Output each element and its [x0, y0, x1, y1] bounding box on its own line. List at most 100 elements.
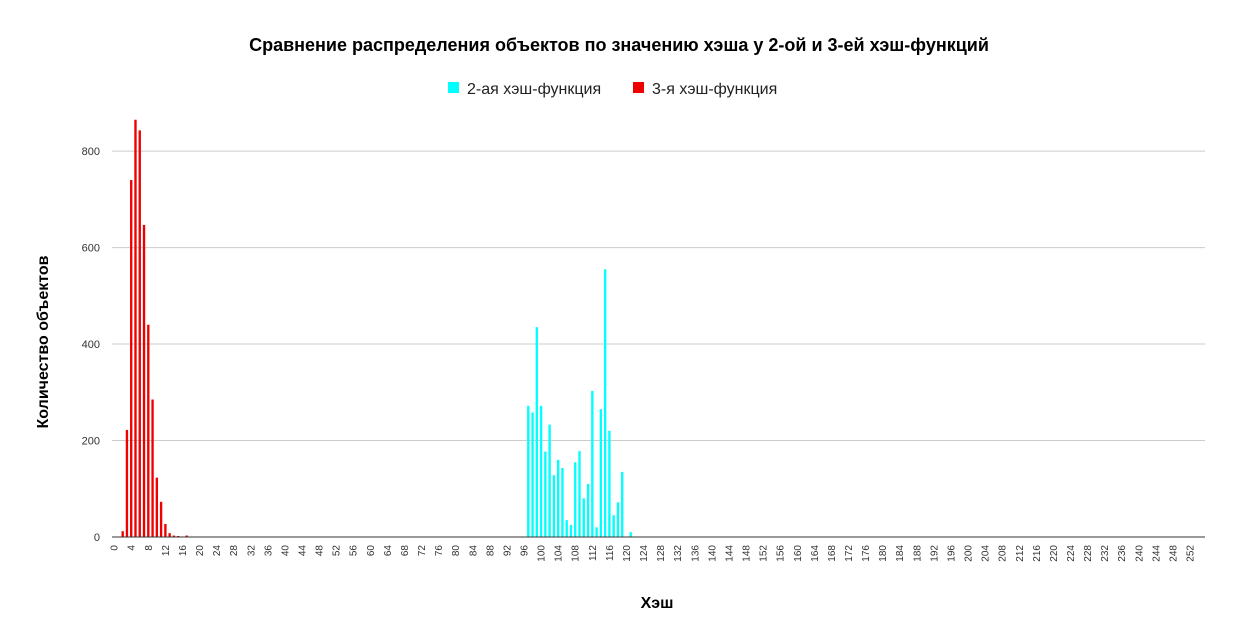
bar-series-2	[569, 524, 573, 537]
x-tick-label: 0	[110, 545, 121, 551]
x-tick-label: 104	[554, 545, 565, 562]
legend: 2-ая хэш-функция 3-я хэш-функция	[448, 81, 777, 98]
bar-series-2	[616, 502, 620, 537]
bar-series-3	[155, 477, 159, 537]
bar-series-3	[185, 535, 188, 537]
x-tick-label: 160	[793, 545, 804, 562]
bar-series-2	[629, 532, 632, 537]
x-tick-label: 40	[280, 545, 291, 557]
x-tick-label: 64	[383, 545, 394, 557]
bar-series-2	[556, 459, 560, 537]
x-tick-label: 28	[229, 545, 240, 557]
bar-series-2	[531, 412, 534, 537]
x-tick-label: 224	[1066, 545, 1077, 562]
bar-series-3	[147, 324, 150, 537]
x-tick-label: 116	[605, 545, 616, 561]
x-tick-label: 68	[400, 545, 411, 557]
x-tick-label: 92	[502, 545, 513, 557]
x-tick-label: 20	[195, 545, 206, 557]
y-tick-label: 400	[82, 339, 100, 351]
x-tick-label: 100	[537, 545, 548, 562]
x-tick-label: 44	[297, 545, 308, 557]
bar-series-2	[535, 327, 538, 537]
x-tick-label: 216	[1032, 545, 1043, 562]
bar-series-2	[565, 520, 568, 537]
y-axis-title: Количество объектов	[35, 255, 52, 428]
x-tick-label: 12	[161, 545, 172, 557]
x-tick-label: 108	[571, 545, 582, 562]
x-tick-label: 80	[451, 545, 462, 557]
y-tick-label: 200	[82, 436, 100, 448]
x-tick-label: 232	[1100, 545, 1111, 562]
x-tick-label: 120	[622, 545, 633, 562]
x-tick-label: 196	[946, 545, 957, 562]
bar-series-2	[548, 424, 551, 537]
x-tick-label: 208	[998, 545, 1009, 562]
x-tick-label: 76	[434, 545, 445, 557]
x-tick-label: 200	[964, 545, 975, 562]
x-tick-label: 88	[485, 545, 496, 557]
bar-series-2	[603, 269, 607, 537]
legend-label-series-3: 3-я хэш-функция	[652, 81, 777, 98]
x-tick-label: 84	[468, 545, 479, 557]
x-tick-label: 236	[1117, 545, 1128, 562]
x-tick-label: 204	[981, 545, 992, 562]
x-tick-label: 24	[212, 545, 223, 557]
bar-series-2	[582, 498, 585, 537]
x-tick-label: 148	[742, 545, 753, 562]
legend-swatch-series-2	[448, 82, 459, 93]
x-tick-label: 72	[417, 545, 428, 557]
bar-series-2	[574, 462, 577, 537]
bar-series-2	[561, 468, 564, 537]
x-tick-label: 4	[127, 545, 138, 551]
x-tick-label: 60	[366, 545, 377, 557]
bar-series-3	[151, 399, 154, 537]
bar-series-2	[527, 405, 530, 537]
bar-series-3	[130, 180, 133, 537]
x-tick-label: 176	[861, 545, 872, 562]
x-tick-label: 16	[178, 545, 189, 557]
bar-series-2	[621, 471, 624, 537]
x-tick-label: 212	[1015, 545, 1026, 562]
x-tick-label: 168	[827, 545, 838, 562]
x-tick-label: 184	[895, 545, 906, 562]
chart-title: Сравнение распределения объектов по знач…	[249, 35, 989, 55]
x-tick-label: 124	[639, 545, 650, 562]
bar-series-3	[142, 224, 146, 538]
x-tick-label: 248	[1168, 545, 1179, 562]
x-tick-label: 244	[1151, 545, 1162, 562]
x-tick-label: 152	[759, 545, 770, 562]
x-tick-label: 156	[776, 545, 787, 562]
bars	[121, 119, 632, 538]
bar-series-2	[578, 451, 581, 537]
bar-series-2	[595, 527, 598, 537]
x-tick-label: 240	[1134, 545, 1145, 562]
bar-series-2	[586, 483, 590, 537]
x-tick-label: 228	[1083, 545, 1094, 562]
x-tick-label: 144	[724, 545, 735, 562]
bar-series-3	[168, 533, 171, 537]
x-tick-label: 188	[912, 545, 923, 562]
x-tick-label: 192	[929, 545, 940, 562]
bar-series-2	[552, 475, 556, 537]
x-tick-label: 56	[349, 545, 360, 557]
x-tick-label: 252	[1186, 545, 1197, 562]
x-tick-label: 52	[332, 545, 343, 557]
y-tick-label: 0	[94, 532, 100, 544]
x-axis-title: Хэш	[641, 595, 674, 612]
x-tick-label: 220	[1049, 545, 1060, 562]
x-tick-label: 112	[588, 545, 599, 561]
bar-series-3	[125, 429, 129, 537]
x-tick-label: 48	[315, 545, 326, 557]
x-tick-label: 128	[656, 545, 667, 562]
bar-series-2	[539, 405, 543, 537]
legend-label-series-2: 2-ая хэш-функция	[467, 81, 601, 98]
bar-series-3	[138, 130, 141, 537]
bar-series-2	[599, 409, 603, 537]
x-axis-ticks: 0 4 8 12 16 20 24 28 32 36 40 44 48 52 56 60 64 68 72 76 80 8…	[110, 545, 1197, 562]
x-tick-label: 140	[707, 545, 718, 562]
bar-series-3	[134, 119, 137, 537]
y-tick-label: 800	[82, 146, 100, 158]
